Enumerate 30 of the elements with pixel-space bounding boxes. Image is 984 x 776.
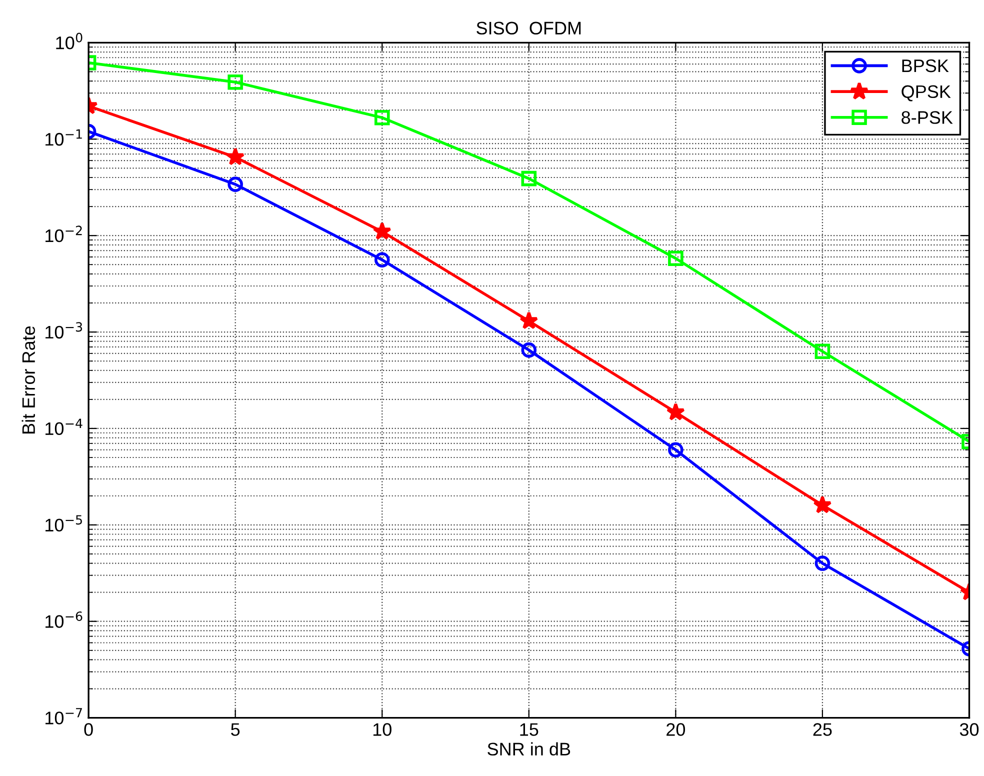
x-tick-label: 10 [373, 723, 392, 736]
point [521, 170, 537, 186]
y-tick-label: 10$^{−6}$ [46, 611, 82, 628]
x-tick-label: 15 [520, 723, 538, 736]
point [374, 110, 390, 126]
point [521, 342, 537, 358]
x-tick-label: 5 [231, 723, 240, 736]
x-tick-label: 0 [84, 723, 93, 736]
point [374, 252, 390, 268]
point [666, 402, 685, 420]
point [520, 311, 538, 330]
y-tick-label: 10$^{−5}$ [46, 515, 82, 532]
y-axis-title: Bit Error Rate [22, 326, 36, 434]
x-tick-label: 30 [960, 723, 979, 736]
point [668, 250, 684, 266]
legend-label: QPSK [902, 85, 951, 102]
x-tick-label: 20 [666, 723, 686, 736]
legend-label: BPSK [902, 59, 949, 72]
x-axis-title: SNR in dB [488, 742, 570, 756]
y-tick-label: 10$^{−3}$ [46, 322, 82, 339]
legend-label: 8-PSK [902, 111, 953, 124]
y-tick-label: 10$^{0}$ [56, 32, 82, 50]
y-tick-label: 10$^{−4}$ [46, 418, 82, 436]
x-tick-label: 25 [813, 723, 832, 736]
y-tick-label: 10$^{−7}$ [46, 708, 82, 724]
point [372, 222, 392, 240]
y-tick-label: 10$^{−2}$ [46, 226, 82, 242]
chart-title: SISO OFDM [476, 22, 581, 35]
y-tick-label: 10$^{−1}$ [46, 129, 82, 146]
point [668, 442, 684, 458]
